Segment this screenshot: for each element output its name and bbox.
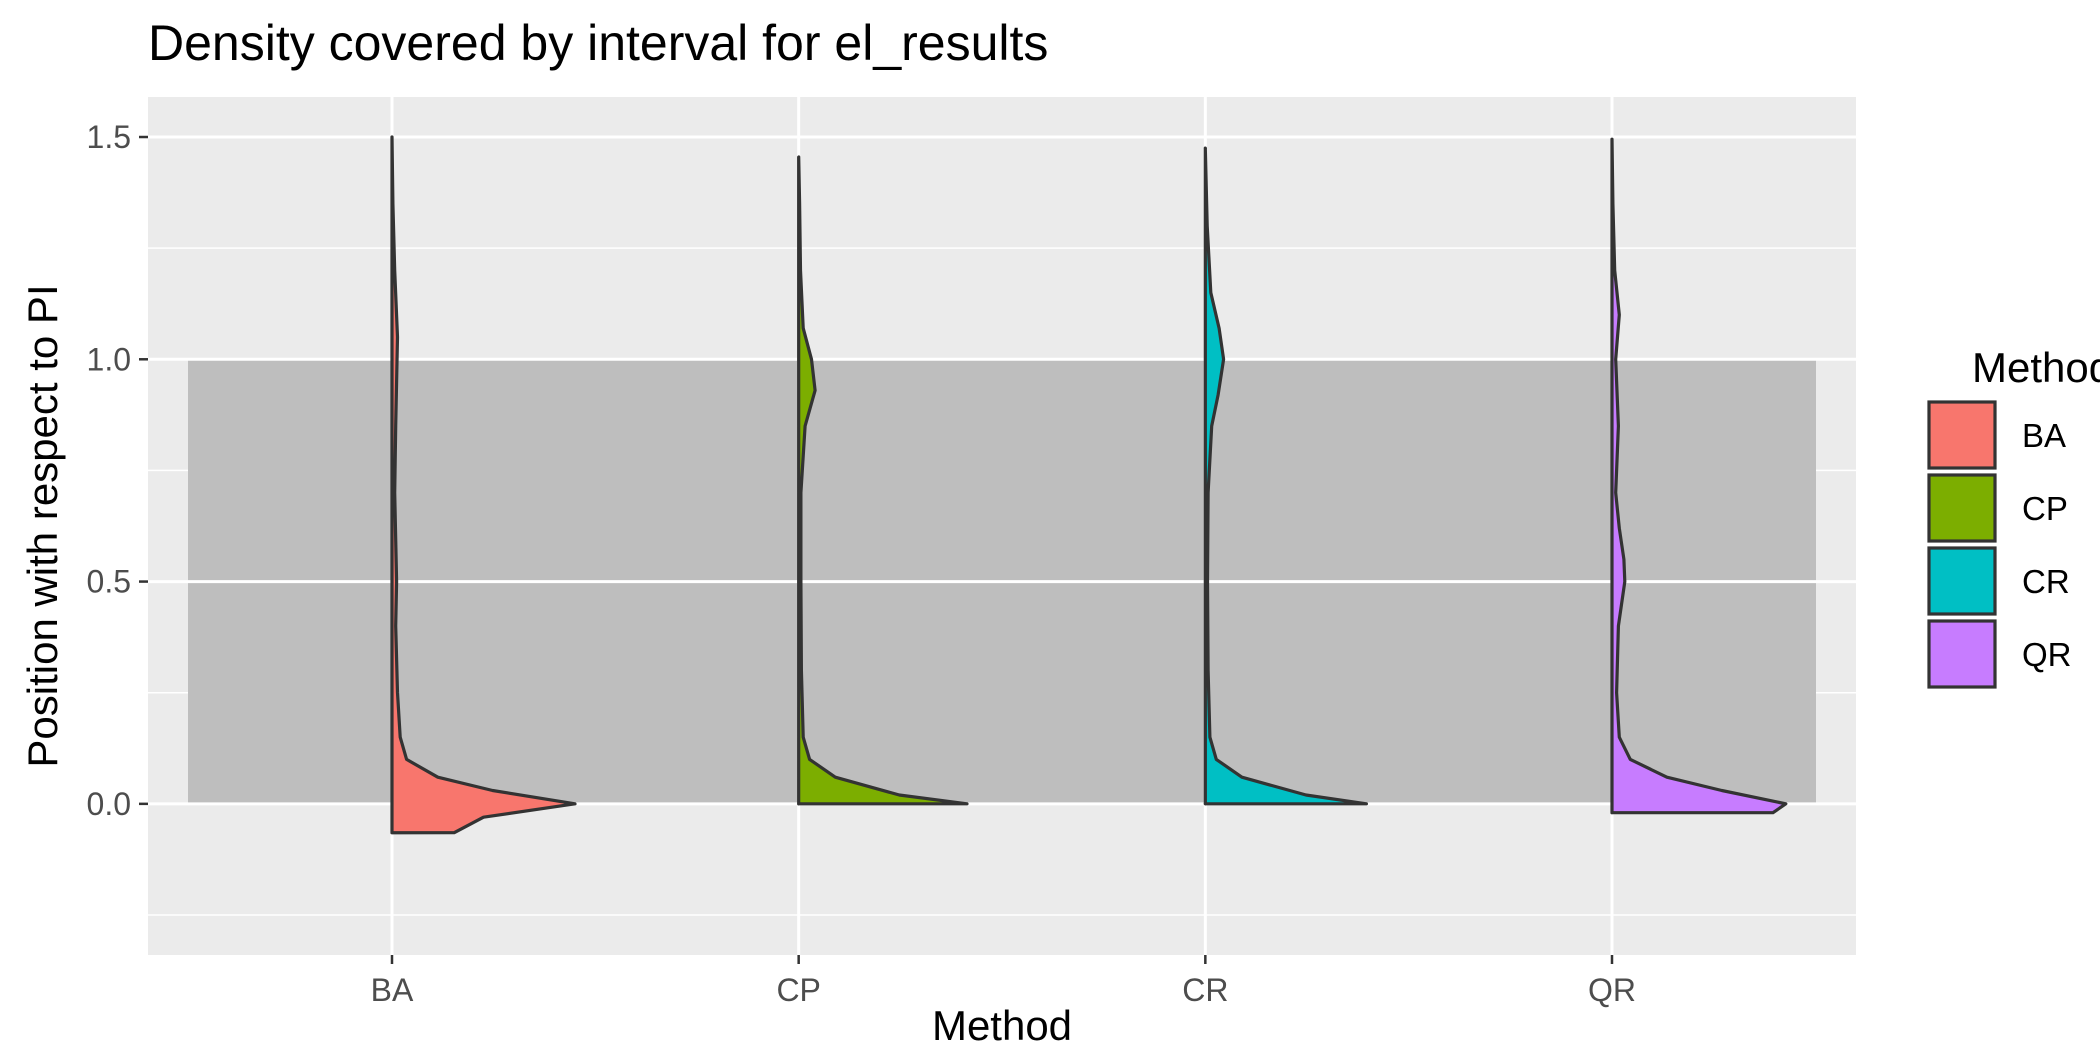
y-axis-title: Position with respect to PI	[19, 284, 66, 767]
violin-ba	[390, 135, 577, 835]
x-tick-label: BA	[371, 972, 414, 1008]
legend-swatch-ba	[1927, 400, 1997, 470]
violin-qr	[1610, 137, 1788, 815]
x-tick-label: QR	[1588, 972, 1636, 1008]
violin-cr	[1203, 146, 1368, 806]
legend-swatch-cp	[1927, 473, 1997, 543]
legend-swatch-cr	[1927, 546, 1997, 616]
legend-items: BA CP CR QR	[1927, 400, 2072, 689]
violin-layer	[390, 135, 1788, 835]
y-tick-label: 0.5	[87, 564, 131, 600]
x-tick-label: CP	[776, 972, 820, 1008]
legend-label-qr: QR	[2022, 636, 2072, 673]
legend-title: Method	[1972, 344, 2100, 391]
y-tick-label: 1.5	[87, 119, 131, 155]
x-tick-label: CR	[1182, 972, 1228, 1008]
legend-label-cr: CR	[2022, 563, 2070, 600]
chart-title: Density covered by interval for el_resul…	[148, 15, 1048, 71]
x-axis-title: Method	[932, 1002, 1072, 1049]
legend-swatch-qr	[1927, 619, 1997, 689]
legend-label-cp: CP	[2022, 490, 2068, 527]
legend-label-ba: BA	[2022, 417, 2066, 454]
legend: Method BA CP CR QR	[1927, 344, 2100, 689]
y-tick-label: 0.0	[87, 786, 131, 822]
x-axis-ticks: BA CP CR QR	[371, 955, 1636, 1008]
violin-cp	[797, 155, 969, 806]
y-axis-ticks: 0.0 0.5 1.0 1.5	[87, 119, 148, 822]
y-tick-label: 1.0	[87, 341, 131, 377]
